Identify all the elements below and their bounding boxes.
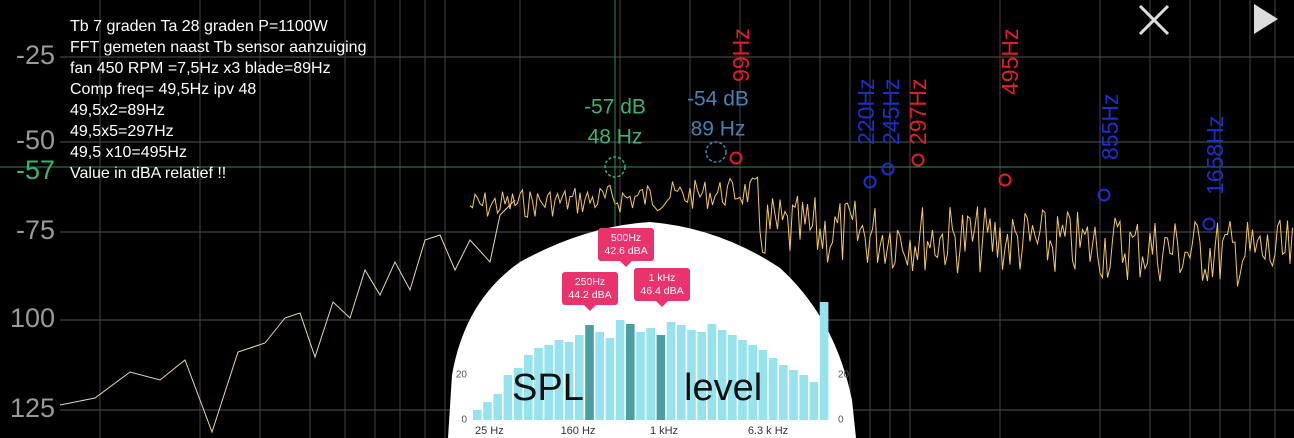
inset-bar bbox=[646, 328, 655, 420]
inset-bar bbox=[768, 358, 778, 420]
callout-pointer bbox=[656, 301, 668, 307]
inset-bar bbox=[717, 330, 727, 420]
inset-bar bbox=[503, 375, 513, 420]
peak-marker bbox=[881, 162, 895, 176]
inset-bar bbox=[779, 365, 788, 420]
inset-x-label: 25 Hz bbox=[475, 425, 504, 437]
inset-x-label: 1 kHz bbox=[650, 425, 678, 437]
inset-bar bbox=[544, 345, 553, 420]
y-axis-label: -57 bbox=[16, 155, 55, 185]
inset-bar bbox=[605, 338, 615, 420]
inset-bar bbox=[564, 342, 574, 420]
y-axis-label: -25 bbox=[16, 40, 55, 70]
callout-level: 46.4 dBA bbox=[640, 285, 683, 297]
inset-x-label: 160 Hz bbox=[561, 425, 596, 437]
close-button[interactable] bbox=[1138, 4, 1170, 36]
note-line: 49,5 x10=495Hz bbox=[70, 144, 187, 161]
note-line: Value in dBA relatief !! bbox=[70, 165, 226, 182]
peak-marker bbox=[911, 153, 925, 167]
inset-bar bbox=[687, 330, 696, 420]
y-axis-label: -50 bbox=[16, 125, 55, 155]
callout-pointer bbox=[620, 261, 632, 267]
inset-bar bbox=[493, 394, 502, 420]
peak-marker bbox=[1097, 188, 1111, 202]
cursor-level: -57 dB bbox=[584, 96, 646, 119]
peak-marker bbox=[1202, 217, 1216, 231]
peak-label: 220Hz bbox=[853, 79, 879, 145]
note-line: Tb 7 graden Ta 28 graden P=1100W bbox=[70, 18, 329, 35]
spectrum bbox=[59, 176, 1293, 434]
inset-bar bbox=[666, 322, 676, 420]
note-line: 49,5x2=89Hz bbox=[70, 102, 165, 119]
play-button[interactable] bbox=[1254, 4, 1278, 34]
inset-bar bbox=[575, 335, 584, 420]
peak-label: 297Hz bbox=[905, 79, 931, 145]
inset-bar bbox=[524, 355, 533, 420]
peak-marker bbox=[998, 173, 1012, 187]
callout bbox=[562, 272, 618, 305]
y-axis-label: 125 bbox=[10, 393, 55, 423]
cursor-circle bbox=[604, 156, 626, 178]
inset-bar bbox=[513, 368, 523, 420]
cursor-freq: 89 Hz bbox=[691, 118, 746, 141]
note-line: Comp freq= 49,5Hz ipv 48 bbox=[70, 81, 256, 98]
inset-bar bbox=[483, 402, 492, 420]
inset-bar bbox=[697, 332, 706, 420]
inset-bar bbox=[758, 350, 768, 420]
callout-freq: 500Hz bbox=[611, 232, 641, 244]
spl-inset: SPL level 25 Hz 160 Hz 1 kHz 6.3 k Hz 20 20 0 0 50… bbox=[448, 222, 856, 438]
inset-bar bbox=[473, 410, 482, 420]
callout-pointer bbox=[584, 305, 596, 311]
callout bbox=[634, 268, 690, 301]
peak-marker bbox=[863, 175, 877, 189]
inset-y-label: 20 bbox=[456, 370, 468, 381]
inset-y-label: 20 bbox=[838, 370, 850, 381]
note-line: fan 450 RPM =7,5Hz x3 blade=89Hz bbox=[70, 60, 331, 77]
inset-bar bbox=[738, 340, 747, 420]
cursor-circle bbox=[705, 141, 727, 163]
inset-bar bbox=[626, 324, 635, 420]
peak-label: 1658Hz bbox=[1202, 116, 1228, 195]
inset-bar bbox=[677, 325, 686, 420]
inset-bar bbox=[748, 345, 757, 420]
inset-bar bbox=[554, 340, 564, 420]
note-line: FFT gemeten naast Tb sensor aanzuiging bbox=[70, 39, 366, 56]
callout bbox=[598, 228, 654, 261]
y-axis-label: -75 bbox=[16, 215, 55, 245]
inset-bar bbox=[819, 302, 829, 420]
inset-bar bbox=[799, 375, 808, 420]
inset-bar bbox=[585, 325, 594, 420]
spectrum-low bbox=[59, 199, 516, 434]
inset-x-label: 6.3 k Hz bbox=[748, 425, 788, 437]
inset-bar bbox=[728, 335, 737, 420]
inset-bar bbox=[636, 332, 645, 420]
callout-freq: 250Hz bbox=[575, 276, 605, 288]
spectrum-high bbox=[469, 176, 1293, 287]
peak-label: 99Hz bbox=[728, 28, 754, 82]
inset-title: level bbox=[684, 367, 762, 409]
inset-bar bbox=[707, 324, 717, 420]
note-line: 49,5x5=297Hz bbox=[70, 123, 174, 140]
y-axis-label: 100 bbox=[10, 303, 55, 333]
peak-label: 245Hz bbox=[878, 79, 904, 145]
callout-freq: 1 kHz bbox=[649, 272, 676, 284]
inset-y-label: 0 bbox=[461, 415, 467, 426]
cursor-freq: 48 Hz bbox=[588, 126, 643, 149]
peak-marker bbox=[729, 151, 743, 165]
inset-bar bbox=[595, 332, 604, 420]
callout-level: 42.6 dBA bbox=[604, 245, 647, 257]
peak-label: 855Hz bbox=[1097, 94, 1123, 160]
inset-bar bbox=[789, 370, 798, 420]
cursor-level: -54 dB bbox=[687, 88, 749, 111]
inset-y-label: 0 bbox=[838, 415, 844, 426]
inset-bar bbox=[656, 335, 666, 420]
inset-bar bbox=[809, 382, 819, 420]
inset-bar bbox=[615, 320, 625, 420]
peak-label: 495Hz bbox=[997, 29, 1023, 95]
callout-level: 44.2 dBA bbox=[568, 289, 611, 301]
inset-bar bbox=[534, 348, 543, 420]
inset-title: SPL bbox=[512, 367, 584, 409]
